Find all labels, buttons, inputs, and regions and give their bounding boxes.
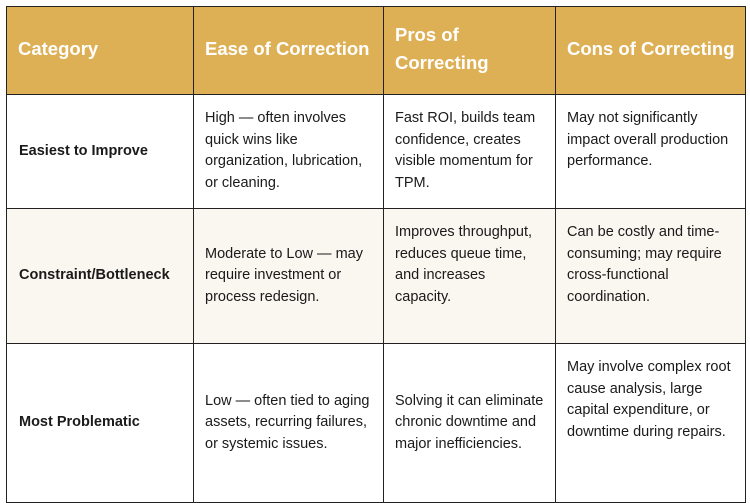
comparison-table: Category Ease of Correction Pros of Corr… — [6, 6, 746, 503]
header-ease-of-correction: Ease of Correction — [193, 6, 384, 95]
ease-cell: Moderate to Low — may require investment… — [193, 208, 384, 344]
ease-cell: High — often involves quick wins like or… — [193, 94, 384, 209]
ease-cell: Low — often tied to aging assets, recurr… — [193, 343, 384, 503]
header-cons-of-correcting: Cons of Correcting — [555, 6, 746, 95]
table-row: Constraint/Bottleneck Moderate to Low — … — [6, 208, 746, 344]
table-body: Easiest to Improve High — often involves… — [6, 94, 746, 503]
header-pros-of-correcting: Pros of Correcting — [383, 6, 556, 95]
cons-cell: May involve complex root cause analysis,… — [555, 343, 746, 503]
cons-cell: Can be costly and time-consuming; may re… — [555, 208, 746, 344]
table-header: Category Ease of Correction Pros of Corr… — [6, 6, 746, 95]
pros-cell: Improves throughput, reduces queue time,… — [383, 208, 556, 344]
category-cell: Constraint/Bottleneck — [6, 208, 194, 344]
category-cell: Easiest to Improve — [6, 94, 194, 209]
table-row: Easiest to Improve High — often involves… — [6, 94, 746, 209]
pros-cell: Solving it can eliminate chronic downtim… — [383, 343, 556, 503]
pros-cell: Fast ROI, builds team confidence, create… — [383, 94, 556, 209]
header-row: Category Ease of Correction Pros of Corr… — [6, 6, 746, 95]
table-row: Most Problematic Low — often tied to agi… — [6, 343, 746, 503]
header-category: Category — [6, 6, 194, 95]
category-cell: Most Problematic — [6, 343, 194, 503]
cons-cell: May not significantly impact overall pro… — [555, 94, 746, 209]
